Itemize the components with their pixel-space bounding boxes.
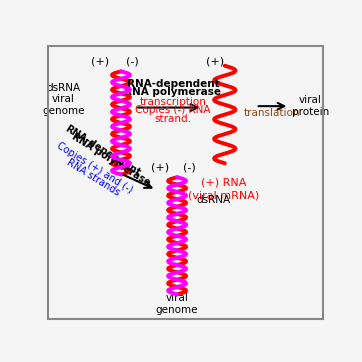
Text: viral
protein: viral protein xyxy=(292,95,329,117)
Text: translation: translation xyxy=(244,108,300,118)
Text: Copies (+) and (-): Copies (+) and (-) xyxy=(55,141,134,195)
Text: RNA polymerase: RNA polymerase xyxy=(125,87,222,97)
Text: transcription: transcription xyxy=(139,97,206,107)
Text: Copies (-) RNA: Copies (-) RNA xyxy=(135,105,211,115)
Text: RNA polymerase: RNA polymerase xyxy=(70,132,152,189)
Text: (+): (+) xyxy=(91,56,109,67)
Text: dsRNA: dsRNA xyxy=(197,194,231,205)
Text: RNA-dependent: RNA-dependent xyxy=(63,123,142,178)
Text: (+): (+) xyxy=(151,163,169,172)
Text: viral
genome: viral genome xyxy=(156,293,198,315)
Text: (+) RNA: (+) RNA xyxy=(201,178,246,188)
Text: (viral mRNA): (viral mRNA) xyxy=(188,190,259,200)
Text: dsRNA
viral
genome: dsRNA viral genome xyxy=(42,83,85,116)
Text: RNA-dependent: RNA-dependent xyxy=(127,79,219,89)
Text: (+): (+) xyxy=(206,56,224,67)
Text: (-): (-) xyxy=(126,56,139,67)
Text: (-): (-) xyxy=(184,163,196,172)
Text: strand.: strand. xyxy=(155,114,191,124)
Text: RNA strands: RNA strands xyxy=(65,157,121,198)
